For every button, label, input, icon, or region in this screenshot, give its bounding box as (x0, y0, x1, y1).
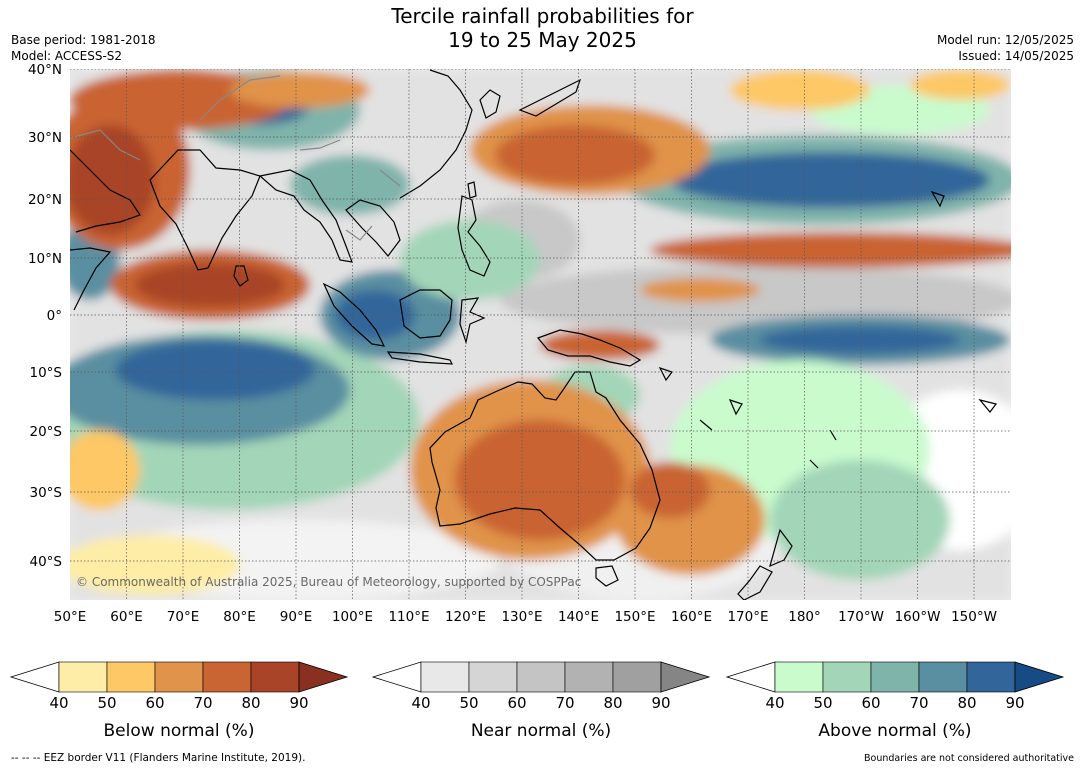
colorbar-tick-label: 60 (861, 694, 880, 712)
lon-label: 140°E (558, 609, 599, 625)
copyright-credit: © Commonwealth of Australia 2025, Bureau… (76, 575, 581, 589)
lat-label: 40°S (30, 554, 63, 570)
lon-label: 60°E (110, 609, 142, 625)
colorbar-below-normal: 40 50 60 70 80 90 Below normal (%) (9, 661, 349, 741)
colorbar-title: Below normal (%) (104, 721, 255, 741)
colorbar-segment (420, 661, 470, 693)
lon-label: 160°E (671, 609, 712, 625)
map-title: Tercile rainfall probabilities for 19 to… (0, 4, 1085, 52)
colorbar-tick-label: 40 (411, 694, 430, 712)
colorbar-tick-label: 70 (193, 694, 212, 712)
map-panel: © Commonwealth of Australia 2025, Bureau… (70, 69, 1011, 600)
coastlines (70, 69, 998, 600)
lon-label: 120°E (445, 609, 486, 625)
colorbar-segment (154, 661, 204, 693)
boundary-disclaimer: Boundaries are not considered authoritat… (864, 753, 1074, 764)
colorbar-above-normal: 40 50 60 70 80 90 Above normal (%) (725, 661, 1065, 741)
lon-label: 150°E (614, 609, 655, 625)
colorbar-tick-label: 90 (289, 694, 308, 712)
model-name: Model: ACCESS-S2 (11, 49, 123, 63)
colorbar-tick-label: 80 (603, 694, 622, 712)
colorbar-tick-label: 80 (957, 694, 976, 712)
colorbar-segment (870, 661, 920, 693)
model-run-date: Model run: 12/05/2025 (936, 33, 1074, 47)
colorbar-segment (468, 661, 518, 693)
colorbar-segment (966, 661, 1016, 693)
lon-label: 80°E (223, 609, 255, 625)
colorbar-segment (612, 661, 662, 693)
colorbar-tick-label: 70 (909, 694, 928, 712)
base-period: Base period: 1981-2018 (11, 33, 156, 47)
lon-label: 50°E (54, 609, 86, 625)
lon-label: 160°W (895, 609, 941, 625)
colorbar-tick-label: 90 (651, 694, 670, 712)
model-info: Base period: 1981-2018 Model: ACCESS-S2 (11, 32, 156, 64)
colorbar-segment (202, 661, 252, 693)
title-line-2: 19 to 25 May 2025 (448, 28, 637, 52)
colorbar-left-extension (725, 661, 776, 693)
lon-label: 150°W (951, 609, 997, 625)
colorbar-left-extension (9, 661, 60, 693)
colorbar-tick-label: 80 (241, 694, 260, 712)
lon-label: 170°W (838, 609, 884, 625)
colorbar-tick-label: 50 (813, 694, 832, 712)
lon-label: 170°E (727, 609, 768, 625)
colorbar-segment (106, 661, 156, 693)
lon-label: 110°E (388, 609, 429, 625)
colorbar-title: Above normal (%) (818, 721, 971, 741)
lon-label: 90°E (280, 609, 312, 625)
colorbar-tick-label: 60 (145, 694, 164, 712)
colorbar-tick-label: 40 (765, 694, 784, 712)
lat-label: 10°S (30, 365, 63, 381)
colorbar-segment (774, 661, 824, 693)
lat-label: 30°S (30, 485, 63, 501)
colorbar-near-normal: 40 50 60 70 80 90 Near normal (%) (371, 661, 711, 741)
colorbar-segment (822, 661, 872, 693)
issued-date: Issued: 14/05/2025 (958, 49, 1074, 63)
colorbar-right-extension (660, 661, 711, 693)
probability-field (70, 69, 1011, 600)
lat-label: 0° (47, 308, 62, 324)
colorbar-right-extension (298, 661, 349, 693)
lon-label: 100°E (332, 609, 373, 625)
colorbar-tick-label: 50 (459, 694, 478, 712)
colorbar-title: Near normal (%) (471, 721, 611, 741)
lat-label: 20°S (30, 424, 63, 440)
lat-label: 30°N (28, 130, 62, 146)
eez-borders (70, 75, 401, 241)
lat-label: 10°N (28, 251, 62, 267)
colorbar-tick-label: 90 (1005, 694, 1024, 712)
graticule (70, 69, 1011, 600)
lat-label: 40°N (28, 62, 62, 78)
colorbar-segment (564, 661, 614, 693)
lon-label: 180° (788, 609, 821, 625)
colorbar-segment (918, 661, 968, 693)
lon-label: 70°E (167, 609, 199, 625)
colorbar-tick-label: 70 (555, 694, 574, 712)
eez-legend-note: -- -- -- EEZ border V11 (Flanders Marine… (11, 752, 306, 764)
colorbar-left-extension (371, 661, 422, 693)
latitude-labels: 40°N 30°N 20°N 10°N 0° 10°S 20°S 30°S 40… (28, 62, 62, 570)
colorbar-tick-label: 40 (49, 694, 68, 712)
longitude-labels: 50°E 60°E 70°E 80°E 90°E 100°E 110°E 120… (54, 609, 997, 625)
colorbar-segment (516, 661, 566, 693)
lon-label: 130°E (501, 609, 542, 625)
colorbar-segment (250, 661, 300, 693)
colorbar-right-extension (1014, 661, 1065, 693)
colorbar-tick-label: 60 (507, 694, 526, 712)
title-line-1: Tercile rainfall probabilities for (391, 4, 694, 28)
colorbar-tick-label: 50 (97, 694, 116, 712)
lat-label: 20°N (28, 192, 62, 208)
run-info: Model run: 12/05/2025 Issued: 14/05/2025 (937, 32, 1074, 64)
colorbar-segment (58, 661, 108, 693)
